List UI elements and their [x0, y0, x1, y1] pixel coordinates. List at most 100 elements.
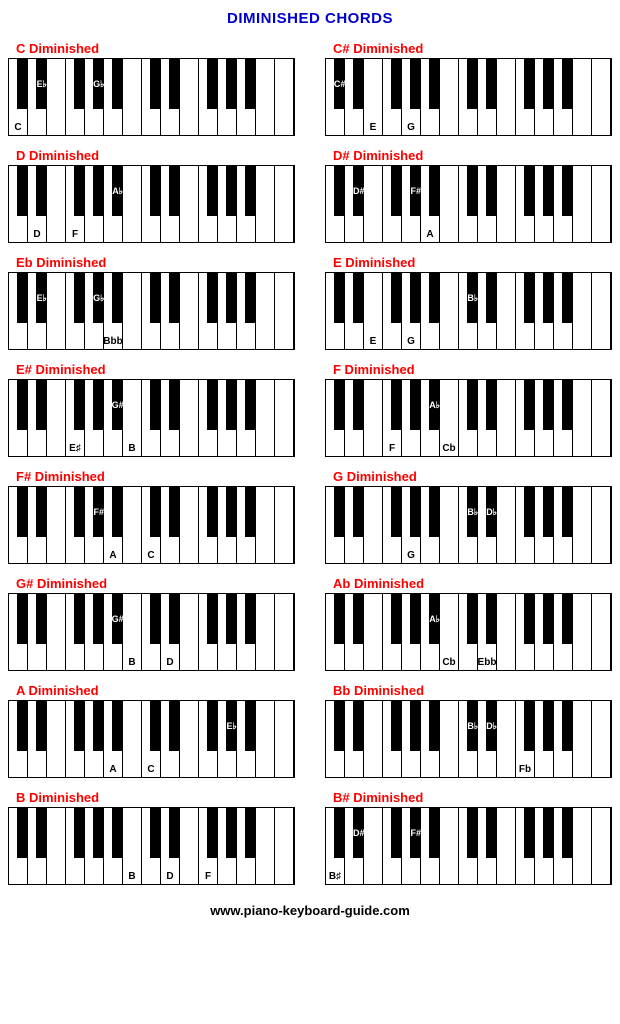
note-label: A	[109, 764, 116, 775]
black-key	[467, 59, 478, 109]
black-key	[36, 701, 47, 751]
white-key	[440, 273, 459, 349]
black-key	[245, 380, 256, 430]
black-key	[74, 380, 85, 430]
white-key	[592, 594, 611, 670]
page-title: DIMINISHED CHORDS	[8, 10, 612, 27]
white-key	[47, 380, 66, 456]
black-key	[93, 701, 104, 751]
white-key	[364, 594, 383, 670]
black-key: G#	[112, 594, 123, 644]
note-label: Ebb	[478, 657, 497, 668]
note-label: A	[426, 229, 433, 240]
white-key	[123, 59, 142, 135]
black-key	[353, 59, 364, 109]
chord-diagram: F DiminishedFCbA♭	[325, 362, 612, 457]
black-key	[353, 487, 364, 537]
white-key	[497, 166, 516, 242]
white-key	[256, 59, 275, 135]
black-key: A♭	[112, 166, 123, 216]
note-label: B	[128, 871, 135, 882]
black-key	[543, 701, 554, 751]
note-label: D#	[353, 186, 365, 196]
black-key	[543, 380, 554, 430]
black-key	[562, 380, 573, 430]
white-key: B	[123, 594, 142, 670]
black-key	[36, 594, 47, 644]
note-label: B	[128, 657, 135, 668]
white-key	[592, 380, 611, 456]
note-label: E♯	[69, 443, 81, 454]
note-label: F	[205, 871, 211, 882]
black-key	[543, 166, 554, 216]
black-key: G♭	[93, 59, 104, 109]
black-key	[391, 380, 402, 430]
white-key	[275, 808, 294, 884]
note-label: B	[128, 443, 135, 454]
note-label: G#	[112, 614, 124, 624]
footer-url: www.piano-keyboard-guide.com	[8, 903, 612, 918]
black-key	[410, 59, 421, 109]
white-key	[497, 487, 516, 563]
black-key	[391, 701, 402, 751]
black-key	[410, 487, 421, 537]
black-key	[112, 701, 123, 751]
note-label: G♭	[93, 293, 104, 304]
black-key	[334, 701, 345, 751]
black-key	[226, 594, 237, 644]
black-key	[93, 166, 104, 216]
white-key	[123, 701, 142, 777]
keyboard: ACE♭	[8, 700, 295, 778]
black-key	[150, 273, 161, 323]
black-key	[17, 594, 28, 644]
black-key	[207, 273, 218, 323]
white-key	[440, 59, 459, 135]
note-label: E♭	[226, 721, 236, 732]
black-key: A♭	[429, 594, 440, 644]
white-key	[180, 808, 199, 884]
note-label: F#	[411, 828, 422, 838]
chord-diagram: Bb DiminishedFbB♭D♭	[325, 683, 612, 778]
black-key	[429, 59, 440, 109]
black-key	[543, 273, 554, 323]
black-key	[74, 594, 85, 644]
white-key	[592, 59, 611, 135]
chord-diagram: E DiminishedEGB♭	[325, 255, 612, 350]
keyboard: DFA♭	[8, 165, 295, 243]
note-label: D	[166, 657, 173, 668]
black-key: G♭	[93, 273, 104, 323]
white-key	[497, 59, 516, 135]
black-key	[353, 594, 364, 644]
white-key	[47, 701, 66, 777]
chord-title: F Diminished	[325, 362, 612, 377]
note-label: E	[370, 336, 377, 347]
black-key	[17, 701, 28, 751]
black-key: D♭	[486, 701, 497, 751]
black-key	[467, 594, 478, 644]
black-key	[169, 487, 180, 537]
keyboard: BDF	[8, 807, 295, 885]
chord-title: Ab Diminished	[325, 576, 612, 591]
note-label: E♭	[37, 79, 47, 90]
black-key: D#	[353, 166, 364, 216]
white-key	[123, 166, 142, 242]
chord-title: A Diminished	[8, 683, 295, 698]
black-key	[245, 594, 256, 644]
black-key: F#	[93, 487, 104, 537]
white-key	[47, 594, 66, 670]
white-key	[180, 59, 199, 135]
white-key	[440, 487, 459, 563]
black-key	[391, 487, 402, 537]
white-key	[497, 594, 516, 670]
white-key	[497, 273, 516, 349]
keyboard: EGB♭	[325, 272, 612, 350]
black-key	[334, 166, 345, 216]
black-key	[334, 594, 345, 644]
note-label: D♭	[486, 507, 497, 518]
black-key	[93, 380, 104, 430]
chord-diagram: C# DiminishedEGC#	[325, 41, 612, 136]
black-key	[36, 380, 47, 430]
note-label: B♭	[467, 721, 478, 732]
note-label: G#	[112, 400, 124, 410]
black-key	[17, 59, 28, 109]
